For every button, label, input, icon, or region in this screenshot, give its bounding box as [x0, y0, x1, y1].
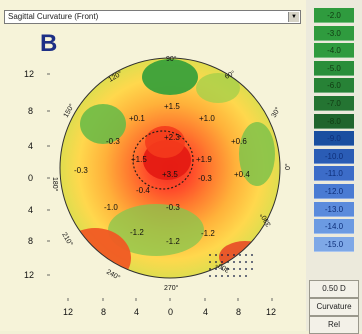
map-value-label: -0.3 — [106, 137, 120, 146]
bottom-axis-label: 8 — [236, 307, 241, 317]
map-value-label: -0.3 — [166, 203, 180, 212]
left-axis-label: 8 — [28, 236, 33, 246]
scale-value-cell: -10.0 — [314, 148, 354, 164]
scale-value-cell: -15.0 — [314, 236, 354, 252]
left-axis-labels: 12 8 4 0 4 8 12 — [24, 69, 34, 280]
map-value-label: +3.5 — [162, 170, 178, 179]
scale-value-cell: -8.0 — [314, 113, 354, 129]
left-axis-label: 4 — [28, 141, 33, 151]
axis-ticks — [47, 73, 273, 301]
angle-label: 210° — [60, 231, 74, 248]
angle-label: 0° — [284, 163, 292, 170]
scale-value-cell: -5.0 — [314, 60, 354, 76]
map-type-dropdown[interactable]: Sagittal Curvature (Front) ▼ — [4, 10, 301, 24]
angle-label: 240° — [105, 268, 122, 282]
map-value-label: -1.2 — [130, 228, 144, 237]
map-value-label: +1.5 — [164, 102, 180, 111]
scale-value-cell: -14.0 — [314, 219, 354, 235]
map-value-label: +2.3 — [164, 133, 180, 142]
contour-central — [132, 130, 194, 190]
bottom-axis-labels: 12 8 4 0 4 8 12 — [63, 307, 276, 317]
map-value-label: +1.5 — [131, 155, 147, 164]
left-axis-label: 8 — [28, 106, 33, 116]
angle-label: 90° — [166, 55, 177, 63]
angle-label: 60° — [223, 69, 236, 81]
map-value-label: -0.4 — [136, 186, 150, 195]
scale-step-box[interactable]: 0.50 D — [309, 280, 359, 298]
grid-points-overlay — [209, 254, 253, 277]
left-axis-label: 4 — [28, 205, 33, 215]
map-value-label: -1.0 — [104, 203, 118, 212]
scale-value-cell: -3.0 — [314, 25, 354, 41]
map-value-label: -1.2 — [201, 229, 215, 238]
scale-type-box[interactable]: Curvature — [309, 298, 359, 316]
scale-value-cell: -6.0 — [314, 78, 354, 94]
bottom-axis-label: 4 — [203, 307, 208, 317]
topography-map: 12 8 4 0 4 8 12 12 8 4 0 4 8 12 90° 60° … — [24, 55, 292, 317]
map-value-label: -1.2 — [166, 237, 180, 246]
angle-label: 30° — [270, 106, 282, 119]
map-value-label: +0.6 — [231, 137, 247, 146]
left-axis-label: 12 — [24, 270, 34, 280]
scale-value-cell: -11.0 — [314, 166, 354, 182]
scale-value-cell: -4.0 — [314, 43, 354, 59]
bottom-axis-label: 12 — [266, 307, 276, 317]
chevron-down-icon[interactable]: ▼ — [288, 12, 299, 22]
left-axis-label: 0 — [28, 173, 33, 183]
map-value-label: +1.0 — [199, 114, 215, 123]
map-value-label: +1.9 — [196, 155, 212, 164]
bottom-axis-label: 4 — [134, 307, 139, 317]
map-panel: Sagittal Curvature (Front) ▼ B — [4, 10, 301, 317]
map-value-label: -0.3 — [198, 174, 212, 183]
bottom-axis-label: 0 — [168, 307, 173, 317]
map-outline — [59, 57, 281, 279]
map-value-label: +0.4 — [234, 170, 250, 179]
angle-label: 270° — [164, 284, 179, 292]
bottom-axis-label: 8 — [101, 307, 106, 317]
scale-value-cell: -13.0 — [314, 201, 354, 217]
scale-value-cell: -2.0 — [314, 8, 354, 23]
scale-value-cell: -7.0 — [314, 96, 354, 111]
scale-mode-box[interactable]: Rel — [309, 316, 359, 334]
map-type-selected: Sagittal Curvature (Front) — [8, 12, 99, 21]
scale-value-cell: -9.0 — [314, 131, 354, 147]
scale-value-cell: -12.0 — [314, 184, 354, 199]
map-value-labels: +1.5 +0.1 +1.0 -0.3 +2.3 +0.6 -0.3 +1.5 … — [74, 102, 250, 246]
map-value-label: +0.1 — [129, 114, 145, 123]
left-axis-label: 12 — [24, 69, 34, 79]
map-value-label: -0.3 — [74, 166, 88, 175]
bottom-axis-label: 12 — [63, 307, 73, 317]
panel-letter: B — [40, 30, 58, 57]
color-scale-panel: 0.50 D Curvature Rel -2.0 -3.0 -4.0 -5.0 -6.… — [306, 0, 362, 334]
angle-label: 180° — [51, 177, 59, 192]
